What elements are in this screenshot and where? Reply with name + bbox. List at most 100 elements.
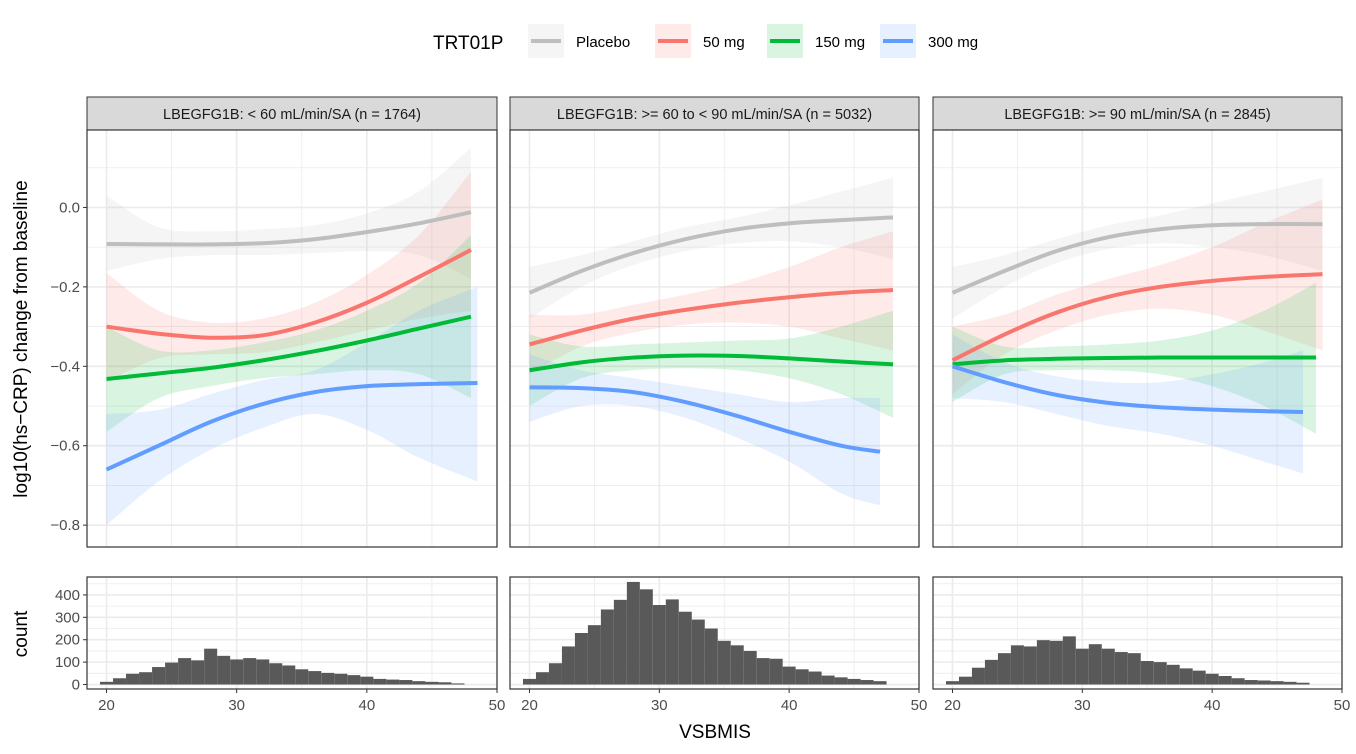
x-tick-label: 20	[521, 697, 538, 714]
panel-border	[509, 129, 920, 548]
panel-1: LBEGFG1B: < 60 mL/min/SA (n = 1764) 20 30 4…	[50, 96, 506, 714]
histogram	[100, 648, 465, 685]
strip-label: LBEGFG1B: < 60 mL/min/SA (n = 1764)	[163, 107, 421, 123]
y-tick-label: −0.2	[50, 279, 80, 296]
histogram-bar	[1036, 640, 1050, 685]
histogram-bar	[152, 667, 166, 685]
line-300-mg	[951, 364, 1304, 414]
histogram-bar	[1270, 681, 1284, 685]
band-150-mg	[106, 235, 471, 432]
line-50-mg	[106, 248, 472, 340]
histogram-bar	[100, 681, 114, 685]
x-tick-label: 50	[489, 697, 506, 714]
histogram-bar	[535, 672, 549, 685]
histogram-bar	[1075, 648, 1089, 685]
line-placebo	[528, 215, 894, 295]
plot-background	[510, 130, 919, 547]
histogram-bar	[1049, 640, 1063, 685]
line-150-mg	[106, 314, 472, 381]
histogram-bar	[1192, 670, 1206, 685]
legend-label: Placebo	[576, 34, 630, 51]
histogram-bar	[587, 625, 601, 685]
histogram-bar	[412, 681, 426, 685]
histogram-bar	[743, 650, 757, 685]
line-50-mg	[528, 288, 894, 347]
x-tick-label: 20	[98, 697, 115, 714]
histogram-bar	[282, 665, 296, 685]
histogram-bar	[1010, 645, 1024, 685]
histogram-bar	[795, 669, 809, 685]
line-50-mg	[951, 272, 1323, 363]
series-lines	[528, 215, 894, 454]
histogram-bar	[971, 667, 985, 685]
histogram-bar	[522, 678, 536, 685]
histogram-bar	[178, 658, 192, 685]
histogram-bar	[425, 681, 439, 685]
histogram-bar	[600, 609, 614, 685]
histogram-bar	[613, 599, 627, 685]
line-300-mg	[529, 385, 881, 454]
histogram-bar	[873, 681, 887, 685]
histogram-bar	[1218, 676, 1232, 685]
histogram-bar	[1257, 680, 1271, 685]
legend-title: TRT01P	[433, 33, 503, 54]
histogram-bar	[451, 683, 465, 685]
count-tick-label: 200	[55, 632, 80, 649]
panel-border	[86, 129, 498, 548]
histogram-bar	[399, 680, 413, 685]
count-tick-label: 100	[55, 654, 80, 671]
band-placebo	[529, 177, 894, 319]
histogram-bar	[1101, 648, 1115, 685]
legend-label: 150 mg	[815, 34, 865, 51]
histogram-bar	[113, 678, 127, 685]
series-lines	[951, 222, 1323, 414]
histogram-bar	[308, 671, 322, 685]
band-50-mg	[529, 231, 894, 375]
histogram-bar	[334, 673, 348, 685]
legend-entry-50-mg: 50 mg	[655, 24, 745, 58]
count-panel-border	[932, 576, 1343, 690]
histogram-bar	[360, 676, 374, 685]
histogram-bar	[295, 669, 309, 685]
histogram-bar	[756, 658, 770, 685]
legend-label: 300 mg	[928, 34, 978, 51]
x-tick-label: 50	[1334, 697, 1351, 714]
histogram-bar	[1166, 664, 1180, 685]
histogram-bar	[561, 646, 575, 685]
count-panel-border	[86, 576, 498, 690]
x-tick-label: 30	[1074, 697, 1091, 714]
band-300-mg	[106, 286, 478, 526]
panel-3: LBEGFG1B: >= 90 mL/min/SA (n = 2845) 20 30…	[932, 96, 1351, 714]
count-tick-label: 0	[72, 677, 80, 694]
x-axis-title: VSBMIS	[679, 722, 751, 743]
y-tick-label: −0.8	[50, 517, 80, 534]
y-tick-label: −0.4	[50, 358, 80, 375]
histogram-bar	[704, 628, 718, 685]
histogram-bar	[139, 672, 153, 685]
histogram-bar	[347, 675, 361, 685]
histogram-bar	[1296, 682, 1310, 685]
histogram	[945, 636, 1310, 685]
histogram-bar	[321, 672, 335, 685]
histogram-bar	[834, 677, 848, 685]
legend-entry-150-mg: 150 mg	[767, 24, 865, 58]
histogram-bar	[548, 663, 562, 685]
y-tick-label: 0.0	[59, 199, 80, 216]
x-tick-label: 20	[944, 697, 961, 714]
histogram-bar	[691, 619, 705, 685]
histogram-bar	[1062, 636, 1076, 685]
histogram-bar	[717, 640, 731, 685]
band-150-mg	[529, 310, 894, 418]
histogram-bar	[1127, 653, 1141, 685]
legend-entry-300-mg: 300 mg	[880, 24, 978, 58]
histogram-bar	[769, 658, 783, 685]
histogram-bar	[1153, 662, 1167, 685]
strip-label: LBEGFG1B: >= 60 to < 90 mL/min/SA (n = 5…	[557, 107, 872, 123]
histogram-bar	[626, 581, 640, 685]
line-placebo	[951, 222, 1323, 295]
strip-background	[932, 96, 1343, 131]
legend: TRT01P Placebo 50 mg 150 mg 300 mg	[433, 24, 978, 58]
x-tick-label: 50	[911, 697, 928, 714]
band-50-mg	[952, 199, 1323, 395]
histogram-bar	[1244, 680, 1258, 685]
